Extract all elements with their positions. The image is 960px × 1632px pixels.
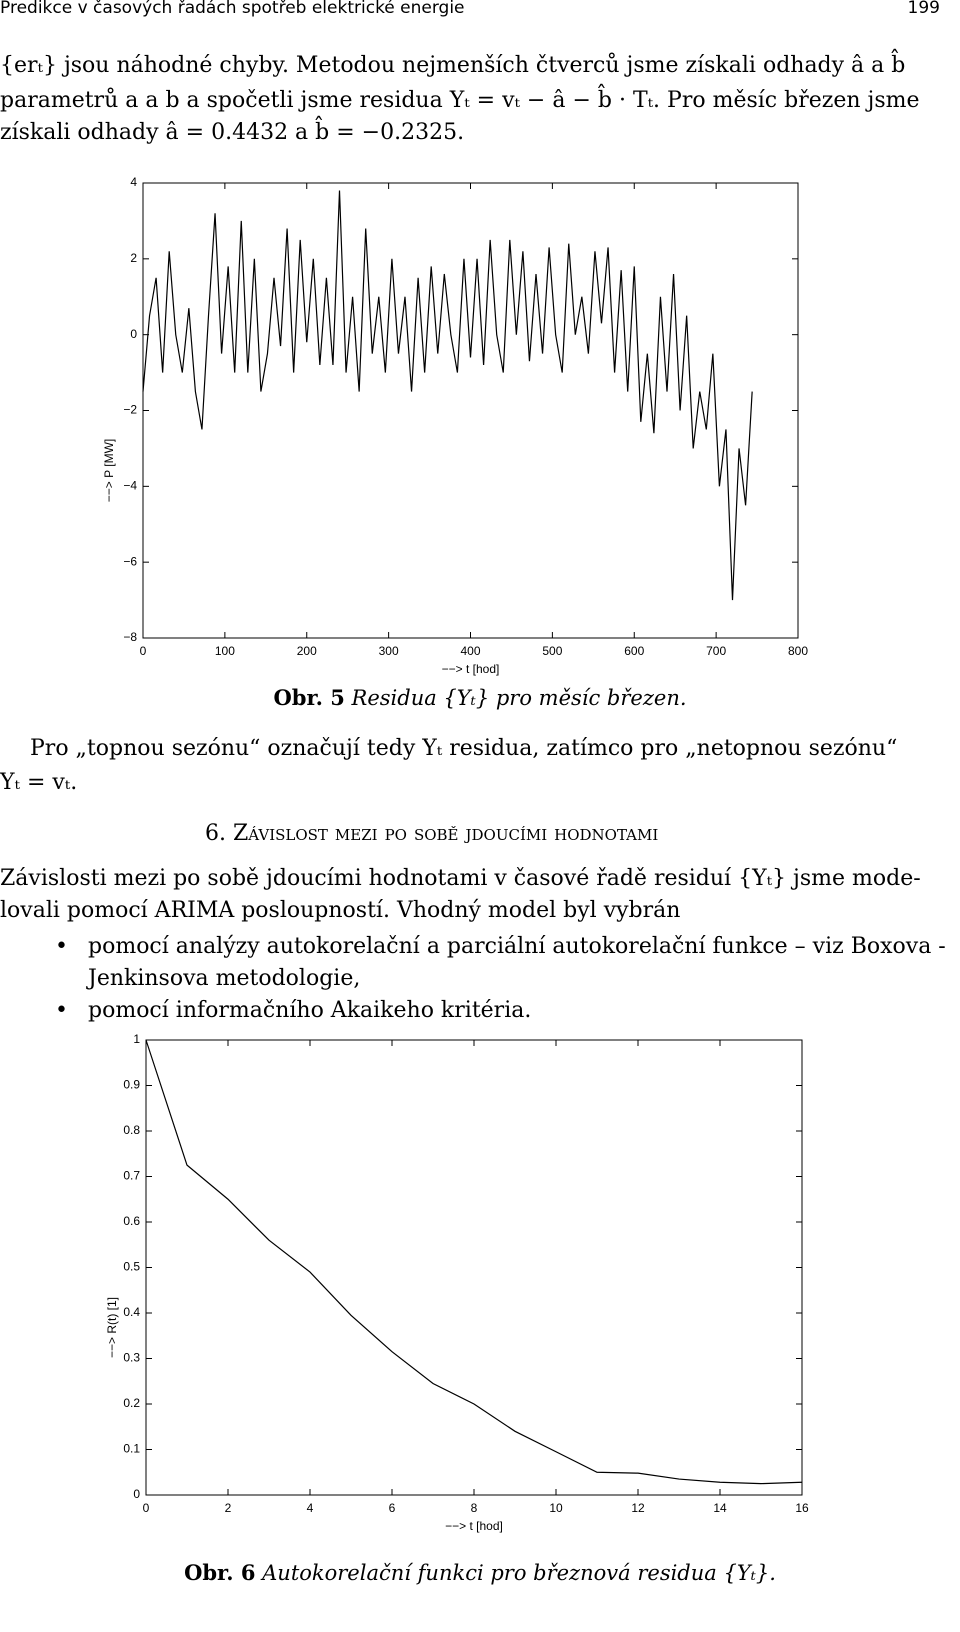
data-line [145, 1039, 803, 1485]
y-tick-label: −8 [123, 630, 137, 644]
chart: 0 100 200 300 400 500 600 700 800 −8 −6 −4 −2 0 2 4 −−> … [102, 175, 808, 676]
y-tick-label: 0 [130, 327, 137, 341]
y-tick-label: 0.4 [123, 1305, 140, 1319]
y-tick-label: 1 [133, 1032, 140, 1046]
y-tick-label: 0 [133, 1487, 140, 1501]
x-axis-label: −−> t [hod] [445, 1519, 503, 1533]
text-line: Závislosti mezi po sobě jdoucími hodnota… [0, 866, 921, 891]
y-tick-label: −6 [123, 554, 137, 568]
x-tick-label: 600 [624, 644, 644, 658]
caption-text: Autokorelační funkci pro březnová residu… [262, 1561, 776, 1585]
text-line: Jenkinsova metodologie, [88, 966, 361, 991]
text-line: parametrů a a b a spočetli jsme residua … [0, 88, 920, 113]
text-line: Yₜ = vₜ. [0, 770, 78, 795]
x-tick-label: 16 [795, 1501, 809, 1515]
x-tick-label: 800 [788, 644, 808, 658]
y-tick-label: 0.3 [123, 1351, 140, 1365]
text-line: {erₜ} jsou náhodné chyby. Metodou nejmen… [0, 53, 906, 78]
running-title: Predikce v časových řadách spotřeb elekt… [0, 0, 465, 18]
x-tick-label: 500 [542, 644, 562, 658]
y-tick-label: 0.8 [123, 1123, 140, 1137]
y-tick-label: 0.6 [123, 1214, 140, 1228]
x-tick-label: 14 [713, 1501, 727, 1515]
plot-frame [145, 1039, 803, 1496]
x-tick-label: 300 [379, 644, 399, 658]
x-tick-label: 2 [225, 1501, 232, 1515]
bullet: • [55, 998, 68, 1023]
y-tick-label: 0.2 [123, 1396, 140, 1410]
caption-text: Residua {Yₜ} pro měsíc březen. [351, 686, 687, 710]
x-tick-label: 4 [307, 1501, 314, 1515]
x-tick-label: 0 [143, 1501, 150, 1515]
text-line: pomocí informačního Akaikeho kritéria. [88, 998, 532, 1023]
caption-label: Obr. 6 [184, 1560, 256, 1585]
text-line: lovali pomocí ARIMA posloupností. Vhodný… [0, 898, 681, 923]
caption: Obr. 5 Residua {Yₜ} pro měsíc březen. [0, 685, 960, 710]
x-axis-label: −−> t [hod] [442, 662, 500, 676]
x-tick-label: 10 [549, 1501, 563, 1515]
chart: 0 2 4 6 8 10 12 14 16 0 0.1 0.2 0.3 0.4 0.5 0.6 0.7 0.8 0.… [105, 1032, 809, 1533]
y-tick-label: 0.1 [123, 1442, 140, 1456]
plot-frame [142, 182, 799, 639]
section-heading: 6. Závislost mezi po sobě jdoucími hodno… [205, 821, 659, 846]
x-tick-label: 100 [215, 644, 235, 658]
x-tick-label: 6 [389, 1501, 396, 1515]
text-line: Pro „topnou sezónu“ označují tedy Yₜ res… [30, 736, 898, 761]
x-tick-label: 0 [140, 644, 147, 658]
x-tick-label: 400 [460, 644, 480, 658]
y-axis-label: −−> R(t) [1] [105, 1297, 119, 1358]
y-tick-label: 0.9 [123, 1078, 140, 1092]
data-line [142, 190, 753, 601]
y-tick-label: 0.7 [123, 1169, 140, 1183]
text-line: získali odhady â = 0.4432 a b̂ = −0.2325… [0, 120, 465, 145]
y-tick-label: 2 [130, 251, 137, 265]
y-tick-label: 4 [130, 175, 137, 189]
bullet: • [55, 934, 68, 959]
x-tick-label: 12 [631, 1501, 645, 1515]
x-tick-label: 200 [297, 644, 317, 658]
y-tick-label: −4 [123, 479, 137, 493]
y-axis-label: −−> P [MW] [102, 439, 116, 502]
x-tick-label: 8 [471, 1501, 478, 1515]
x-tick-label: 700 [706, 644, 726, 658]
page-number: 199 [907, 0, 940, 18]
y-tick-label: 0.5 [123, 1260, 140, 1274]
text-line: pomocí analýzy autokorelační a parciální… [88, 934, 946, 959]
caption: Obr. 6 Autokorelační funkci pro březnová… [0, 1560, 960, 1585]
y-tick-label: −2 [123, 403, 137, 417]
caption-label: Obr. 5 [273, 685, 345, 710]
